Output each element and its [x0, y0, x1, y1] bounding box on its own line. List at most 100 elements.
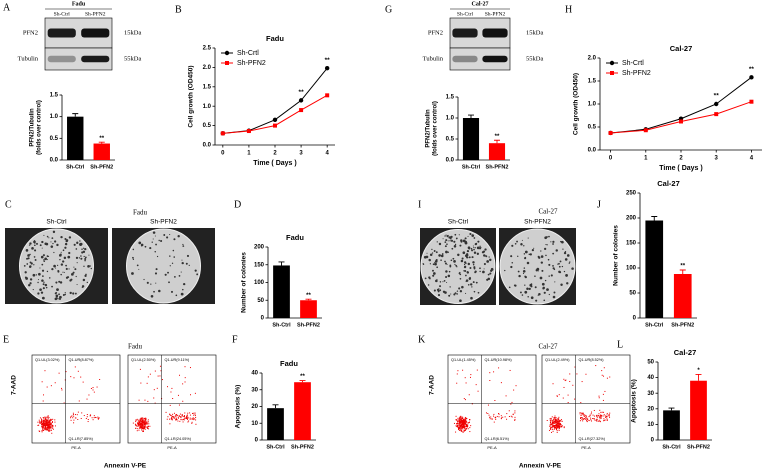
- event: [561, 425, 563, 427]
- event: [467, 422, 469, 424]
- event: [463, 426, 465, 428]
- event: [144, 419, 146, 421]
- event: [557, 427, 559, 429]
- x-tick-label: Sh-PFN2: [687, 444, 710, 450]
- error-bar: [668, 407, 675, 411]
- event: [554, 415, 556, 417]
- event: [146, 423, 148, 425]
- event: [590, 419, 592, 421]
- event: [461, 425, 463, 427]
- bar: [294, 382, 311, 440]
- marker: [714, 112, 719, 117]
- colony: [46, 270, 49, 273]
- colony: [44, 283, 48, 287]
- y-tick-label: 1.5: [588, 79, 597, 85]
- event: [171, 416, 173, 418]
- colony: [465, 279, 469, 282]
- event: [82, 381, 84, 383]
- x-tick-label: 4: [750, 156, 754, 162]
- colony: [455, 264, 458, 267]
- colony: [464, 237, 467, 240]
- event: [606, 416, 608, 418]
- colony: [514, 242, 517, 245]
- colony: [488, 256, 490, 258]
- blot-row-label: Tubulin: [423, 55, 444, 62]
- event: [48, 429, 50, 431]
- event: [42, 400, 44, 402]
- colony: [561, 265, 564, 268]
- colony: [64, 292, 66, 294]
- event: [463, 427, 465, 429]
- colony: [540, 255, 544, 258]
- event: [460, 427, 462, 429]
- event: [146, 420, 148, 422]
- event: [582, 413, 584, 415]
- event: [585, 415, 587, 417]
- y-tick-label: 0.5: [588, 125, 597, 131]
- colony: [152, 238, 154, 240]
- colony: [37, 292, 40, 295]
- colony: [453, 245, 457, 248]
- event: [582, 412, 584, 414]
- event: [487, 412, 489, 414]
- event: [183, 419, 185, 421]
- event: [584, 418, 586, 420]
- colony: [72, 292, 75, 295]
- colony: [32, 273, 36, 277]
- colony: [546, 244, 548, 246]
- colony: [429, 277, 431, 280]
- colony: [177, 235, 180, 238]
- event: [170, 391, 172, 393]
- y-tick-label: 0: [261, 316, 265, 322]
- colony: [152, 231, 156, 234]
- event: [590, 417, 592, 419]
- colony: [170, 290, 174, 293]
- colony: [524, 284, 526, 286]
- event: [509, 369, 511, 371]
- event: [141, 423, 143, 425]
- event: [144, 426, 146, 428]
- colony: [429, 253, 433, 256]
- event: [504, 416, 506, 418]
- event: [153, 397, 155, 399]
- colony: [82, 247, 85, 249]
- colony: [553, 268, 556, 271]
- blot-band: [47, 55, 76, 63]
- marker: [714, 101, 719, 107]
- colony: [540, 250, 542, 252]
- y-tick-label: 0: [633, 316, 637, 322]
- event: [147, 419, 149, 421]
- bar: [663, 410, 680, 440]
- colony: [459, 299, 462, 303]
- event: [493, 413, 495, 415]
- event: [70, 416, 72, 418]
- y-tick-label: 150: [626, 241, 637, 247]
- bar: [462, 118, 480, 160]
- flow-axis-label: PE-A: [71, 445, 81, 450]
- event: [461, 424, 463, 426]
- event: [174, 415, 176, 417]
- marker: [273, 123, 277, 128]
- event: [43, 429, 45, 431]
- colony: [56, 288, 59, 292]
- event: [136, 418, 138, 420]
- event: [187, 416, 189, 418]
- colony: [449, 286, 451, 288]
- colony: [24, 276, 27, 279]
- blot-band: [81, 28, 110, 38]
- colony: [432, 263, 435, 266]
- event: [609, 376, 611, 378]
- event: [459, 426, 461, 428]
- event: [460, 428, 462, 430]
- event: [466, 427, 468, 429]
- event: [592, 418, 594, 420]
- colony: [535, 269, 539, 272]
- colony: [467, 262, 471, 266]
- event: [144, 420, 146, 422]
- colony: [443, 280, 446, 282]
- event: [42, 420, 44, 422]
- event: [496, 415, 498, 417]
- colony: [33, 264, 35, 266]
- event: [603, 367, 605, 369]
- colony: [155, 268, 158, 271]
